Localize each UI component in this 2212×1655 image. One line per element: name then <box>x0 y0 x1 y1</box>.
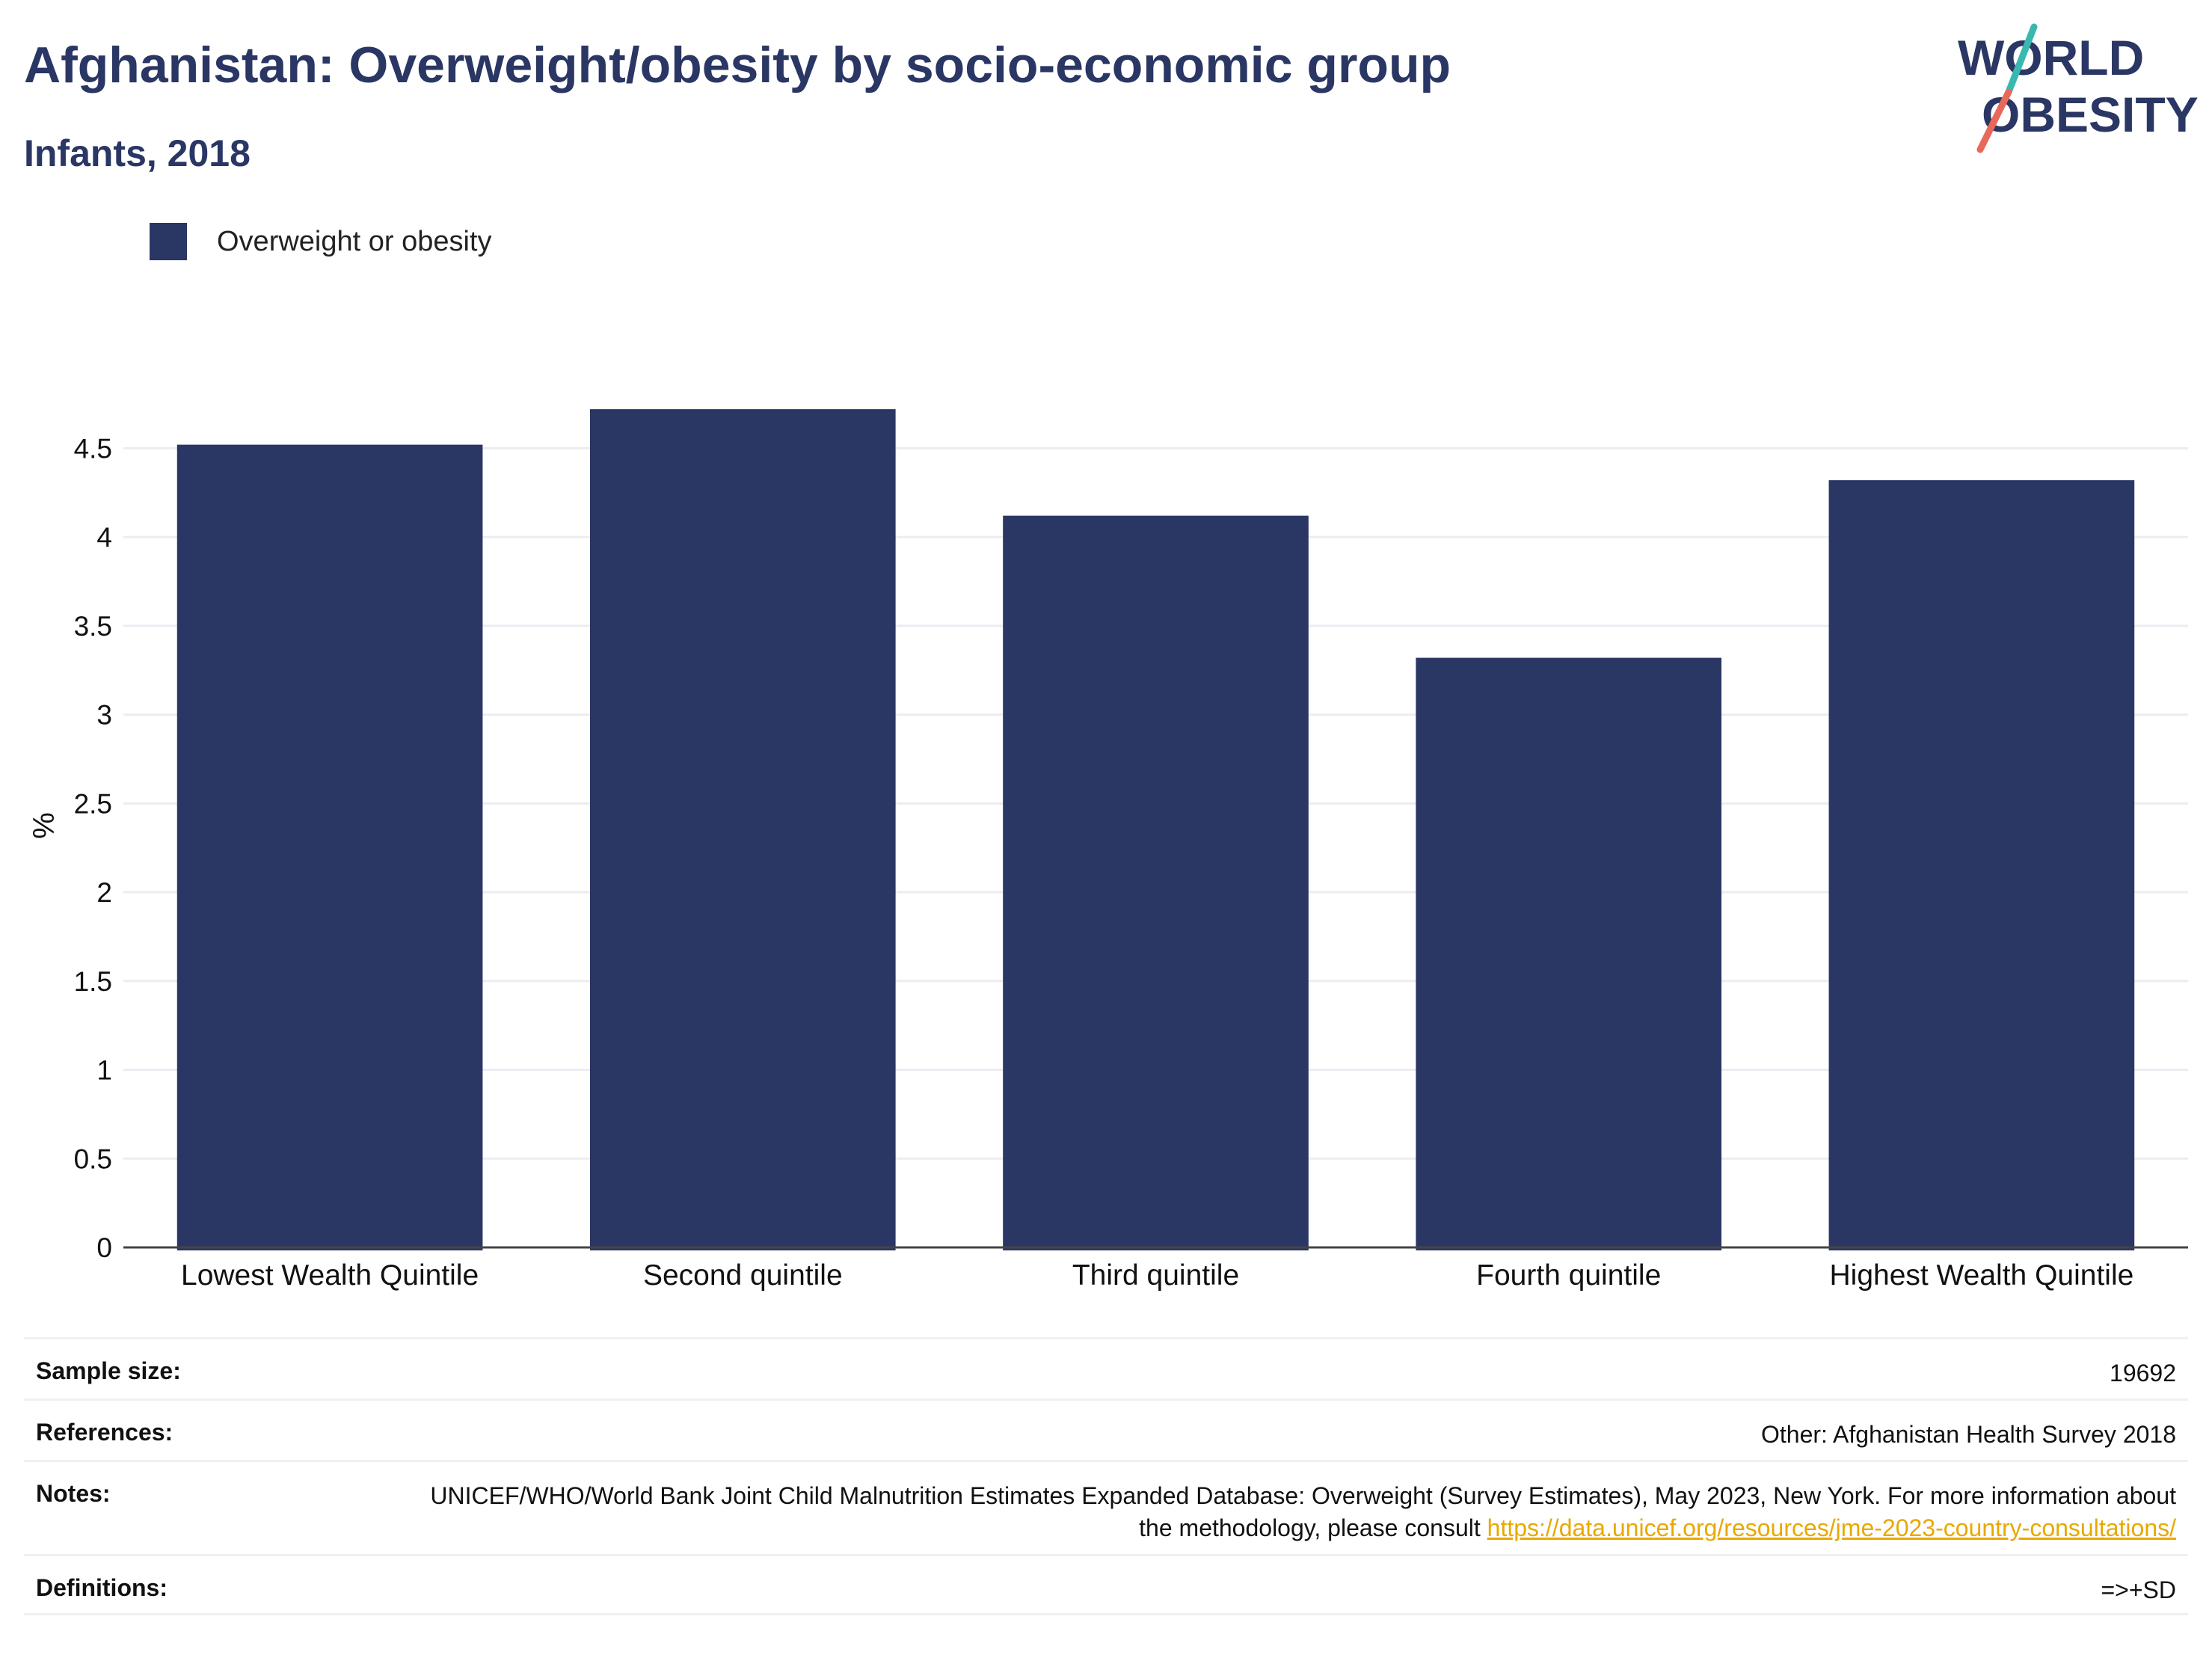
logo-slash-bottom <box>1976 88 2012 153</box>
references-label: References: <box>36 1419 173 1446</box>
bar <box>1416 657 1722 1250</box>
x-tick-label: Lowest Wealth Quintile <box>181 1259 479 1292</box>
bars <box>176 409 2135 1251</box>
bar <box>1003 515 1309 1250</box>
logo-text-world: WORLD <box>1958 30 2144 85</box>
x-tick-label: Fourth quintile <box>1476 1259 1661 1292</box>
sample-size-row: Sample size: 19692 <box>24 1337 2188 1398</box>
references-value: Other: Afghanistan Health Survey 2018 <box>1760 1421 2176 1448</box>
metadata-table: Sample size: 19692 References: Other: Af… <box>24 1337 2188 1615</box>
y-tick-label: 2.5 <box>74 788 112 819</box>
definitions-value: =>+SD <box>2101 1576 2176 1603</box>
chart-legend: Overweight or obesity <box>150 223 492 260</box>
y-tick-label: 2 <box>96 877 112 908</box>
logo-slash-top <box>2005 23 2038 96</box>
page-title: Afghanistan: Overweight/obesity by socio… <box>24 37 1451 93</box>
y-tick-label: 1.5 <box>74 966 112 997</box>
sample-size-label: Sample size: <box>36 1357 181 1384</box>
notes-text: UNICEF/WHO/World Bank Joint Child Malnut… <box>430 1482 2176 1541</box>
y-tick-label: 0 <box>96 1232 112 1263</box>
bar <box>1828 480 2135 1250</box>
definitions-row: Definitions: =>+SD <box>24 1554 2188 1615</box>
x-tick-label: Third quintile <box>1072 1259 1239 1292</box>
bar <box>589 409 896 1250</box>
y-tick-label: 4.5 <box>74 433 112 464</box>
y-tick-label: 4 <box>96 522 112 553</box>
y-tick-label: 3.5 <box>74 611 112 642</box>
logo-text-obesity: OBESITY <box>1982 87 2199 142</box>
page-subtitle: Infants, 2018 <box>24 132 251 174</box>
y-tick-label: 3 <box>96 700 112 731</box>
y-tick-label: 1 <box>96 1055 112 1086</box>
notes-link[interactable]: https://data.unicef.org/resources/jme-20… <box>1487 1514 2176 1541</box>
axes: 0 0.5 1 1.5 2 2.5 3 3.5 4 4.5% Lowest Wealth Quint… <box>28 433 2188 1292</box>
notes-row: Notes: UNICEF/WHO/World Bank Joint Child… <box>24 1460 2188 1554</box>
sample-size-value: 19692 <box>2110 1360 2176 1387</box>
legend-label: Overweight or obesity <box>217 225 492 257</box>
y-tick-label: 0.5 <box>74 1143 112 1174</box>
legend-swatch <box>150 223 187 260</box>
y-axis-label: % <box>28 812 61 839</box>
x-tick-label: Second quintile <box>643 1259 843 1292</box>
definitions-label: Definitions: <box>36 1574 168 1601</box>
notes-label: Notes: <box>36 1480 111 1507</box>
bar-chart: 0 0.5 1 1.5 2 2.5 3 3.5 4 4.5% Lowest Wealth Quint… <box>28 409 2188 1292</box>
notes-value: UNICEF/WHO/World Bank Joint Child Malnut… <box>426 1480 2176 1544</box>
bar <box>176 444 483 1251</box>
x-tick-label: Highest Wealth Quintile <box>1829 1259 2133 1292</box>
references-row: References: Other: Afghanistan Health Su… <box>24 1398 2188 1460</box>
world-obesity-logo: WORLD OBESITY <box>1958 23 2199 153</box>
